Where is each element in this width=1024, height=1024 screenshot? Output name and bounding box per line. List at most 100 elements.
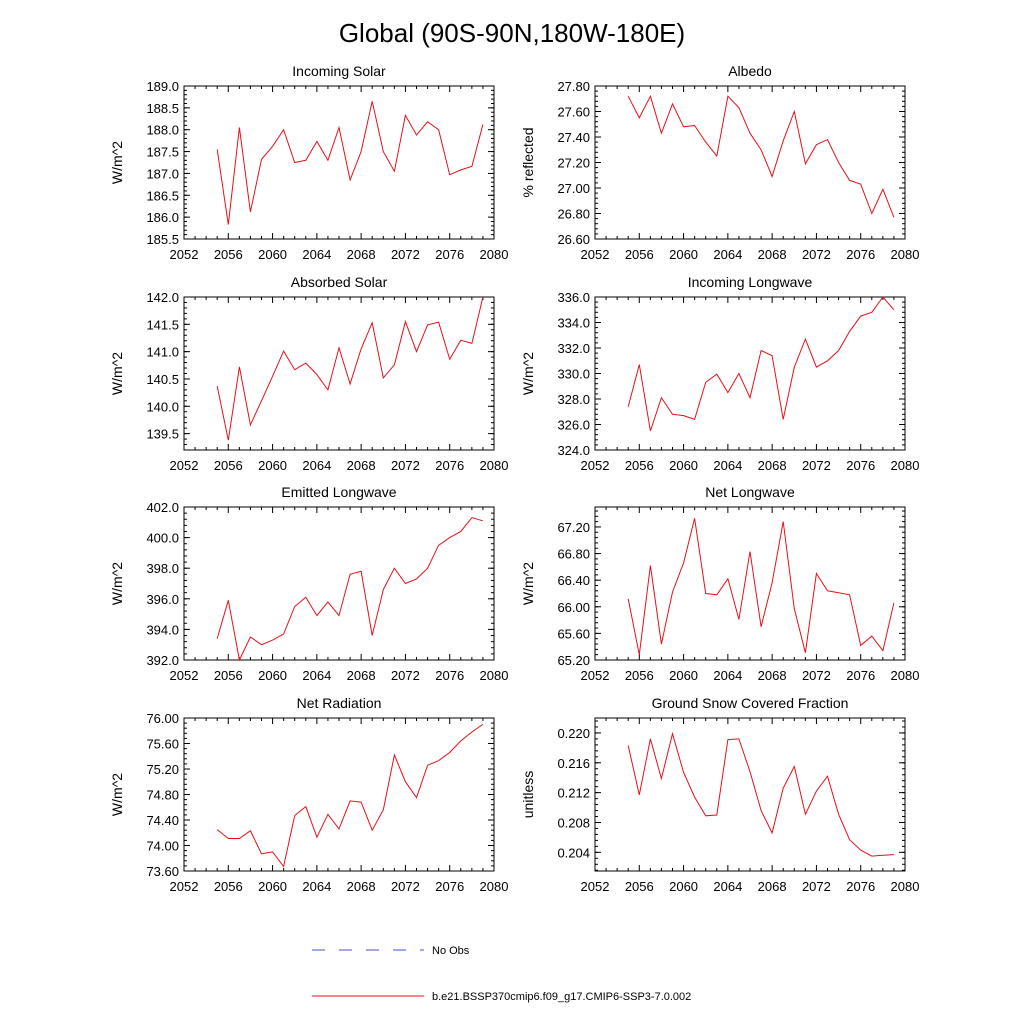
y-tick-label: 187.0 (146, 166, 179, 181)
series-line (216, 101, 484, 225)
y-tick-label: 188.0 (146, 123, 179, 138)
y-tick-label: 27.40 (557, 130, 590, 145)
plot-frame (183, 506, 495, 661)
y-axis-label: W/m^2 (520, 562, 536, 605)
x-tick-label: 2052 (170, 458, 199, 473)
panel-title: Incoming Longwave (688, 274, 813, 290)
x-tick-label: 2056 (214, 879, 243, 894)
x-tick-label: 2060 (258, 668, 287, 683)
x-tick-label: 2052 (170, 879, 199, 894)
x-tick-label: 2080 (891, 458, 920, 473)
y-tick-label: 186.0 (146, 210, 179, 225)
panel-title: Ground Snow Covered Fraction (652, 695, 849, 711)
y-tick-label: 141.0 (146, 345, 179, 360)
x-tick-label: 2072 (391, 879, 420, 894)
x-tick-label: 2064 (302, 458, 331, 473)
y-axis-label: W/m^2 (109, 562, 125, 605)
series-line (627, 518, 895, 655)
y-tick-label: 188.5 (146, 101, 179, 116)
y-tick-label: 75.60 (146, 737, 179, 752)
x-tick-label: 2060 (669, 668, 698, 683)
plot-frame (183, 717, 495, 872)
y-tick-label: 402.0 (146, 500, 179, 515)
panel-title: Incoming Solar (292, 63, 386, 79)
panel-absorbed-solar: Absorbed Solar W/m^2 2052 2056 2060 2064 2068 2… (109, 274, 508, 473)
panel-title: Emitted Longwave (281, 484, 396, 500)
x-tick-label: 2068 (758, 668, 787, 683)
panel-ground-snow-covered-fraction: Ground Snow Covered Fraction unitless 2052… (520, 695, 919, 894)
x-tick-label: 2068 (758, 247, 787, 262)
y-tick-label: 74.80 (146, 788, 179, 803)
y-tick-label: 66.00 (557, 600, 590, 615)
x-tick-label: 2056 (214, 247, 243, 262)
y-tick-label: 392.0 (146, 653, 179, 668)
y-tick-label: 73.60 (146, 864, 179, 879)
x-tick-label: 2080 (891, 668, 920, 683)
y-tick-label: 0.212 (557, 786, 590, 801)
y-tick-label: 65.20 (557, 653, 590, 668)
y-tick-label: 326.0 (557, 418, 590, 433)
y-axis-label: W/m^2 (109, 773, 125, 816)
x-tick-label: 2068 (758, 458, 787, 473)
x-tick-label: 2060 (258, 879, 287, 894)
x-tick-label: 2052 (581, 879, 610, 894)
x-tick-label: 2060 (669, 247, 698, 262)
y-tick-label: 394.0 (146, 622, 179, 637)
x-tick-label: 2064 (302, 247, 331, 262)
y-tick-label: 334.0 (557, 316, 590, 331)
plot-frame (594, 85, 906, 240)
x-tick-label: 2072 (802, 879, 831, 894)
x-tick-label: 2068 (347, 247, 376, 262)
series-line (216, 723, 484, 868)
x-tick-label: 2056 (214, 668, 243, 683)
legend-model-label: b.e21.BSSP370cmip6.f09_g17.CMIP6-SSP3-7.… (432, 991, 691, 1003)
x-tick-label: 2076 (846, 458, 875, 473)
x-tick-label: 2056 (625, 879, 654, 894)
x-tick-label: 2056 (214, 458, 243, 473)
y-tick-label: 396.0 (146, 592, 179, 607)
y-tick-label: 185.5 (146, 232, 179, 247)
y-tick-label: 328.0 (557, 392, 590, 407)
y-tick-label: 400.0 (146, 531, 179, 546)
y-tick-label: 324.0 (557, 443, 590, 458)
x-tick-label: 2080 (891, 247, 920, 262)
panel-emitted-longwave: Emitted Longwave W/m^2 2052 2056 2060 2064 206… (109, 484, 508, 683)
y-tick-label: 65.60 (557, 626, 590, 641)
y-tick-label: 0.204 (557, 845, 590, 860)
panel-title: Net Radiation (297, 695, 382, 711)
y-tick-label: 67.20 (557, 520, 590, 535)
x-tick-label: 2076 (435, 879, 464, 894)
x-tick-label: 2076 (846, 879, 875, 894)
y-tick-label: 27.00 (557, 181, 590, 196)
y-tick-label: 336.0 (557, 290, 590, 305)
legend-obs-label: No Obs (432, 945, 470, 957)
x-tick-label: 2052 (581, 668, 610, 683)
panel-albedo: Albedo % reflected 2052 2056 2060 2064 2068 207… (520, 63, 919, 262)
y-axis-label: W/m^2 (520, 352, 536, 395)
x-tick-label: 2076 (435, 247, 464, 262)
series-line (627, 94, 895, 218)
x-tick-label: 2056 (625, 247, 654, 262)
series-line (216, 296, 484, 441)
y-tick-label: 330.0 (557, 367, 590, 382)
x-tick-label: 2052 (581, 247, 610, 262)
y-tick-label: 140.5 (146, 372, 179, 387)
y-tick-label: 139.5 (146, 427, 179, 442)
y-tick-label: 74.40 (146, 813, 179, 828)
legend: No Obs b.e21.BSSP370cmip6.f09_g17.CMIP6-… (312, 945, 691, 1003)
x-tick-label: 2056 (625, 458, 654, 473)
x-tick-label: 2072 (391, 668, 420, 683)
y-tick-label: 76.00 (146, 711, 179, 726)
x-tick-label: 2080 (480, 247, 509, 262)
panel-incoming-longwave: Incoming Longwave W/m^2 2052 2056 2060 2064 20… (520, 274, 919, 473)
y-tick-label: 140.0 (146, 399, 179, 414)
y-tick-label: 141.5 (146, 317, 179, 332)
y-tick-label: 27.60 (557, 105, 590, 120)
x-tick-label: 2076 (435, 458, 464, 473)
y-tick-label: 0.208 (557, 815, 590, 830)
panel-net-longwave: Net Longwave W/m^2 2052 2056 2060 2064 2068 207… (520, 484, 919, 683)
y-tick-label: 189.0 (146, 79, 179, 94)
y-tick-label: 398.0 (146, 561, 179, 576)
x-tick-label: 2072 (391, 247, 420, 262)
